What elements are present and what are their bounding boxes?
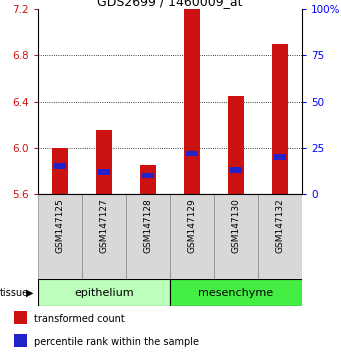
- Text: GSM147129: GSM147129: [188, 198, 196, 253]
- Bar: [230, 167, 242, 173]
- Bar: [38, 279, 170, 306]
- Text: mesenchyme: mesenchyme: [198, 287, 273, 297]
- Bar: [96, 130, 112, 194]
- Text: GSM147127: GSM147127: [100, 198, 108, 253]
- Bar: [38, 194, 82, 279]
- Bar: [14, 333, 27, 347]
- Text: epithelium: epithelium: [74, 287, 134, 297]
- Text: ▶: ▶: [26, 287, 33, 297]
- Bar: [274, 154, 286, 160]
- Text: GSM147125: GSM147125: [56, 198, 64, 253]
- Text: tissue: tissue: [0, 287, 29, 297]
- Bar: [54, 164, 66, 169]
- Bar: [186, 150, 198, 156]
- Bar: [170, 194, 214, 279]
- Text: transformed count: transformed count: [34, 314, 125, 324]
- Bar: [228, 96, 244, 194]
- Bar: [14, 310, 27, 324]
- Bar: [142, 173, 154, 178]
- Text: GSM147128: GSM147128: [144, 198, 152, 253]
- Bar: [52, 148, 68, 194]
- Text: percentile rank within the sample: percentile rank within the sample: [34, 337, 199, 347]
- Bar: [258, 194, 302, 279]
- Text: GSM147130: GSM147130: [232, 198, 240, 253]
- Title: GDS2699 / 1460009_at: GDS2699 / 1460009_at: [97, 0, 243, 8]
- Bar: [140, 165, 156, 194]
- Bar: [82, 194, 126, 279]
- Bar: [126, 194, 170, 279]
- Text: GSM147132: GSM147132: [276, 198, 284, 253]
- Bar: [184, 9, 200, 194]
- Bar: [214, 194, 258, 279]
- Bar: [98, 169, 110, 175]
- Bar: [272, 44, 288, 194]
- Bar: [170, 279, 302, 306]
